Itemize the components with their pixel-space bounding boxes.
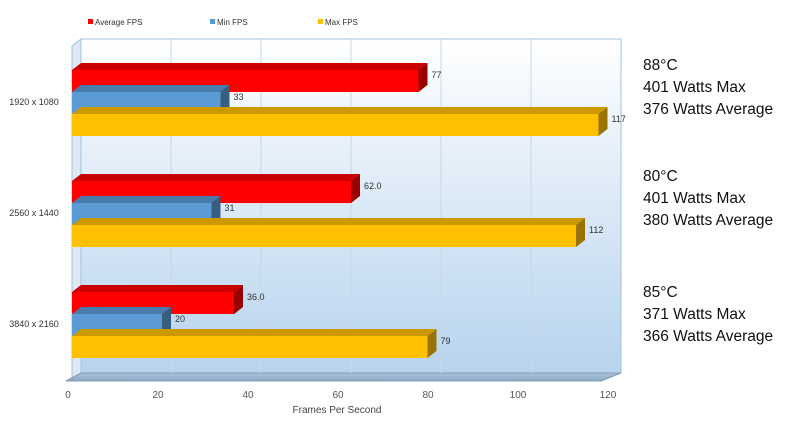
data-label: 77 (432, 70, 442, 80)
bar-front-face (72, 336, 428, 358)
legend-swatch (88, 19, 93, 24)
legend-item: Min FPS (210, 18, 248, 27)
data-label: 33 (234, 92, 244, 102)
note-block: 80°C 401 Watts Max 380 Watts Average (643, 166, 800, 232)
data-label: 31 (225, 203, 235, 213)
bar: 117 (72, 107, 626, 136)
bar-side-face (418, 63, 428, 92)
x-tick-label: 120 (600, 390, 617, 401)
bar-top-face (72, 63, 428, 70)
avg-watts-text: 376 Watts Average (643, 101, 774, 118)
x-axis-title: Frames Per Second (293, 405, 382, 416)
x-tick-label: 0 (65, 390, 71, 401)
temperature-text: 88°C (643, 57, 678, 74)
category-label: 2560 x 1440 (9, 208, 59, 218)
legend-label: Max FPS (325, 18, 358, 27)
max-watts-text: 401 Watts Max (643, 190, 746, 207)
bar-side-face (576, 218, 585, 247)
bar: 112 (72, 218, 603, 247)
bar-top-face (72, 307, 171, 314)
x-tick-label: 80 (422, 390, 434, 401)
bar-side-face (162, 307, 171, 336)
legend-item: Max FPS (318, 18, 358, 27)
max-watts-text: 371 Watts Max (643, 306, 746, 323)
data-label: 62.0 (364, 181, 382, 191)
bar-top-face (72, 196, 221, 203)
bar-top-face (72, 329, 437, 336)
bar-top-face (72, 285, 243, 292)
legend-label: Min FPS (217, 18, 248, 27)
category-label: 1920 x 1080 (9, 97, 59, 107)
bar-marks: 77 33 117 62.0 31 112 36.0 20 79 (72, 63, 626, 358)
note-block: 88°C 401 Watts Max 376 Watts Average (643, 55, 800, 121)
bar-side-face (427, 329, 437, 358)
data-label: 20 (175, 314, 185, 324)
bar-side-face (220, 85, 230, 114)
x-axis-ticks: 0 20 40 60 80 100 120 (65, 390, 617, 401)
legend-swatch (318, 19, 323, 24)
x-tick-label: 40 (242, 390, 254, 401)
bar: 79 (72, 329, 451, 358)
bar-front-face (72, 225, 576, 247)
legend-label: Average FPS (95, 18, 142, 27)
bar-front-face (72, 114, 599, 136)
chart-legend: Average FPS Min FPS Max FPS (88, 18, 358, 27)
category-labels: 1920 x 1080 2560 x 1440 3840 x 2160 (9, 97, 59, 329)
max-watts-text: 401 Watts Max (643, 79, 746, 96)
x-tick-label: 60 (332, 390, 344, 401)
bar-side-face (211, 196, 221, 225)
x-tick-label: 100 (510, 390, 527, 401)
bar-side-face (598, 107, 608, 136)
data-label: 112 (589, 225, 603, 235)
floor (65, 372, 622, 382)
bar-top-face (72, 85, 230, 92)
bar-side-face (351, 174, 360, 203)
avg-watts-text: 366 Watts Average (643, 328, 774, 345)
temperature-text: 80°C (643, 168, 678, 185)
bar-top-face (72, 174, 360, 181)
x-tick-label: 20 (152, 390, 164, 401)
temperature-text: 85°C (643, 284, 678, 301)
legend-item: Average FPS (88, 18, 142, 27)
bar-top-face (72, 107, 608, 114)
bar-side-face (234, 285, 243, 314)
data-label: 36.0 (247, 292, 265, 302)
bar-top-face (72, 218, 585, 225)
data-label: 117 (612, 114, 626, 124)
note-block: 85°C 371 Watts Max 366 Watts Average (643, 282, 800, 348)
data-label: 79 (441, 336, 451, 346)
category-label: 3840 x 2160 (9, 319, 59, 329)
legend-swatch (210, 19, 215, 24)
avg-watts-text: 380 Watts Average (643, 212, 774, 229)
